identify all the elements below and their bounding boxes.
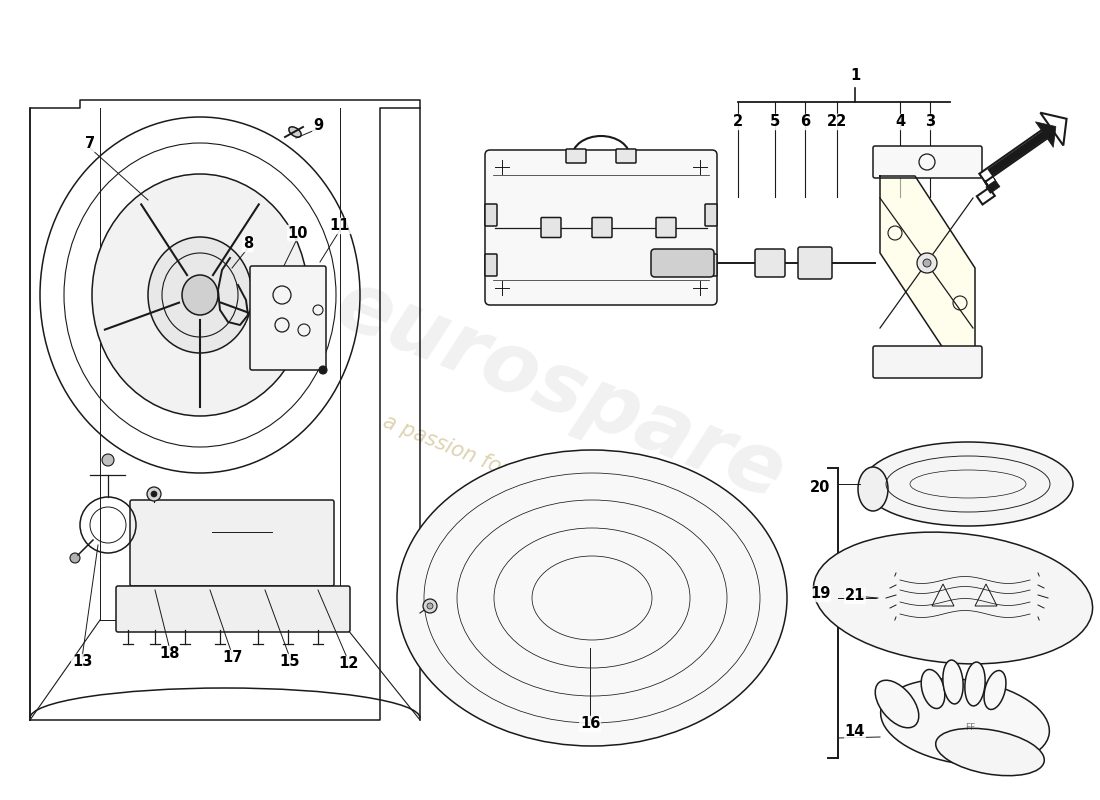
Circle shape xyxy=(151,491,157,497)
Ellipse shape xyxy=(289,127,301,137)
Text: 19: 19 xyxy=(810,586,830,602)
FancyBboxPatch shape xyxy=(485,150,717,305)
Text: 12: 12 xyxy=(338,657,359,671)
Text: 11: 11 xyxy=(330,218,350,234)
Ellipse shape xyxy=(876,680,918,728)
Ellipse shape xyxy=(921,670,945,709)
FancyBboxPatch shape xyxy=(592,218,612,238)
Ellipse shape xyxy=(858,467,888,511)
Ellipse shape xyxy=(397,450,786,746)
FancyBboxPatch shape xyxy=(656,218,676,238)
FancyBboxPatch shape xyxy=(616,149,636,163)
FancyBboxPatch shape xyxy=(651,249,714,277)
Circle shape xyxy=(917,253,937,273)
FancyBboxPatch shape xyxy=(705,254,717,276)
FancyBboxPatch shape xyxy=(485,204,497,226)
Ellipse shape xyxy=(965,662,986,706)
Text: 16: 16 xyxy=(580,717,601,731)
Text: a passion for parts since 1985: a passion for parts since 1985 xyxy=(381,412,680,548)
Circle shape xyxy=(923,259,931,267)
FancyBboxPatch shape xyxy=(798,247,832,279)
Circle shape xyxy=(319,366,327,374)
FancyBboxPatch shape xyxy=(873,346,982,378)
FancyBboxPatch shape xyxy=(873,146,982,178)
Text: 22: 22 xyxy=(827,114,847,130)
Text: eurospare: eurospare xyxy=(323,263,796,517)
Ellipse shape xyxy=(864,442,1072,526)
FancyBboxPatch shape xyxy=(116,586,350,632)
Text: 1: 1 xyxy=(850,67,860,82)
Ellipse shape xyxy=(936,728,1044,776)
Ellipse shape xyxy=(813,532,1092,664)
FancyBboxPatch shape xyxy=(755,249,785,277)
FancyBboxPatch shape xyxy=(485,254,497,276)
Circle shape xyxy=(427,603,433,609)
Text: 13: 13 xyxy=(72,654,92,670)
Text: 6: 6 xyxy=(800,114,810,130)
Text: 10: 10 xyxy=(288,226,308,241)
FancyBboxPatch shape xyxy=(541,218,561,238)
Text: 21: 21 xyxy=(845,589,866,603)
Ellipse shape xyxy=(984,670,1006,710)
Circle shape xyxy=(424,599,437,613)
FancyBboxPatch shape xyxy=(130,500,334,586)
Text: 7: 7 xyxy=(85,137,95,151)
FancyBboxPatch shape xyxy=(705,204,717,226)
Text: 17: 17 xyxy=(222,650,242,666)
Ellipse shape xyxy=(182,275,218,315)
Ellipse shape xyxy=(943,660,964,704)
FancyBboxPatch shape xyxy=(566,149,586,163)
Text: FF: FF xyxy=(965,722,975,731)
Text: 14: 14 xyxy=(845,725,866,739)
Text: 18: 18 xyxy=(160,646,180,662)
Ellipse shape xyxy=(148,237,252,353)
Text: 9: 9 xyxy=(312,118,323,134)
Text: 8: 8 xyxy=(243,237,253,251)
Polygon shape xyxy=(986,122,1056,194)
Circle shape xyxy=(102,454,114,466)
Text: 15: 15 xyxy=(279,654,300,670)
Text: 20: 20 xyxy=(810,481,830,495)
Text: 5: 5 xyxy=(770,114,780,130)
Text: 4: 4 xyxy=(895,114,905,130)
Ellipse shape xyxy=(881,678,1049,766)
Polygon shape xyxy=(977,113,1067,205)
Circle shape xyxy=(147,487,161,501)
Ellipse shape xyxy=(92,174,308,416)
Text: 2: 2 xyxy=(733,114,744,130)
Circle shape xyxy=(70,553,80,563)
Text: 3: 3 xyxy=(925,114,935,130)
FancyBboxPatch shape xyxy=(250,266,326,370)
Polygon shape xyxy=(880,176,975,348)
